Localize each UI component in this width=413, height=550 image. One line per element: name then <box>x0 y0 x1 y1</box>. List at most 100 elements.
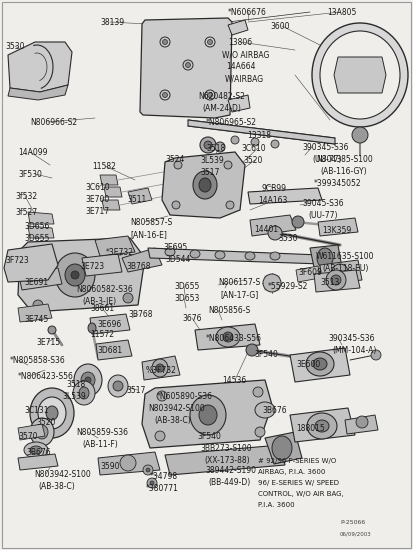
Text: *3E732: *3E732 <box>106 248 134 257</box>
Text: 14A664: 14A664 <box>226 62 256 71</box>
Ellipse shape <box>65 264 85 286</box>
Ellipse shape <box>165 248 175 256</box>
Text: (AB-116-GY): (AB-116-GY) <box>320 167 367 176</box>
Polygon shape <box>82 254 122 276</box>
Ellipse shape <box>371 350 381 360</box>
Text: 11582: 11582 <box>92 162 116 171</box>
Text: %3F732: %3F732 <box>146 366 177 375</box>
Text: (MM-104-A): (MM-104-A) <box>332 346 376 355</box>
Polygon shape <box>98 452 160 475</box>
Polygon shape <box>104 187 122 197</box>
Text: 14536: 14536 <box>222 376 246 385</box>
Text: *N806965-S2: *N806965-S2 <box>206 118 257 127</box>
Text: 3f527: 3f527 <box>15 208 37 217</box>
Ellipse shape <box>270 252 280 260</box>
Polygon shape <box>290 348 350 382</box>
Text: 9CB99: 9CB99 <box>262 184 287 193</box>
Ellipse shape <box>55 253 95 297</box>
Ellipse shape <box>253 387 263 397</box>
Text: 3F530: 3F530 <box>18 170 42 179</box>
Text: W/AIRBAG: W/AIRBAG <box>225 74 264 83</box>
Text: 3C131: 3C131 <box>24 406 48 415</box>
Ellipse shape <box>152 359 168 377</box>
Ellipse shape <box>183 60 193 70</box>
Ellipse shape <box>350 65 370 85</box>
Ellipse shape <box>38 397 66 429</box>
Ellipse shape <box>108 375 128 397</box>
Ellipse shape <box>24 442 48 458</box>
Ellipse shape <box>79 387 89 399</box>
Ellipse shape <box>85 377 91 383</box>
Text: 38661: 38661 <box>90 304 114 313</box>
Text: 3600: 3600 <box>270 22 290 31</box>
Ellipse shape <box>160 37 170 47</box>
Polygon shape <box>100 175 118 185</box>
Text: N806157-S: N806157-S <box>218 278 260 287</box>
Polygon shape <box>296 266 320 282</box>
Ellipse shape <box>352 127 368 143</box>
Polygon shape <box>18 424 45 440</box>
Text: [AN-17-G]: [AN-17-G] <box>220 290 258 299</box>
Ellipse shape <box>320 31 400 119</box>
Ellipse shape <box>30 418 54 446</box>
Ellipse shape <box>199 405 217 425</box>
Text: 3E715: 3E715 <box>36 338 60 347</box>
Text: N804385-S100: N804385-S100 <box>316 155 373 164</box>
Ellipse shape <box>246 344 258 356</box>
Ellipse shape <box>48 326 56 334</box>
Polygon shape <box>4 244 58 282</box>
Text: 389442-S190: 389442-S190 <box>205 466 256 475</box>
Ellipse shape <box>356 416 368 428</box>
Ellipse shape <box>81 372 95 388</box>
Text: 3E696: 3E696 <box>97 320 121 329</box>
Text: 3513: 3513 <box>320 278 339 287</box>
Text: 3570: 3570 <box>18 432 38 441</box>
Ellipse shape <box>307 413 337 439</box>
Ellipse shape <box>30 253 40 263</box>
Text: N806966-S2: N806966-S2 <box>30 118 77 127</box>
Text: (AB-118-EU): (AB-118-EU) <box>322 264 368 273</box>
Text: N803942-S100: N803942-S100 <box>34 470 91 479</box>
Polygon shape <box>96 340 132 360</box>
Text: 13K359: 13K359 <box>322 226 351 235</box>
Text: 3E600: 3E600 <box>296 360 320 369</box>
Polygon shape <box>28 212 54 224</box>
Polygon shape <box>345 415 378 434</box>
Text: 3520: 3520 <box>243 156 262 165</box>
Text: 3590: 3590 <box>100 462 119 471</box>
Text: W/O AIRBAG: W/O AIRBAG <box>222 50 269 59</box>
Text: 390345-S36: 390345-S36 <box>328 334 375 343</box>
Ellipse shape <box>146 468 150 472</box>
Text: 3F540: 3F540 <box>197 432 221 441</box>
Text: 3D653: 3D653 <box>174 294 199 303</box>
Ellipse shape <box>74 364 102 396</box>
Text: *N606676: *N606676 <box>228 8 267 17</box>
Text: 11572: 11572 <box>90 330 114 339</box>
Text: 3D544: 3D544 <box>165 255 190 264</box>
Text: *55929-S2: *55929-S2 <box>268 282 309 291</box>
Polygon shape <box>8 85 68 100</box>
Text: 3C610: 3C610 <box>85 183 109 192</box>
Ellipse shape <box>313 358 327 370</box>
Polygon shape <box>310 245 342 272</box>
Text: 3E700: 3E700 <box>85 195 109 204</box>
Ellipse shape <box>156 364 164 372</box>
Text: 3530: 3530 <box>278 234 297 243</box>
Text: P.I.A. 3600: P.I.A. 3600 <box>258 502 294 508</box>
Text: 3E723: 3E723 <box>80 262 104 271</box>
Ellipse shape <box>190 395 226 435</box>
Polygon shape <box>248 188 322 204</box>
Text: (XX-173-88): (XX-173-88) <box>204 456 249 465</box>
Polygon shape <box>148 248 322 264</box>
Ellipse shape <box>315 420 329 432</box>
Text: 39045-S36: 39045-S36 <box>302 199 344 208</box>
Text: 14A099: 14A099 <box>18 148 47 157</box>
Ellipse shape <box>224 161 232 169</box>
Text: *N806423-S56: *N806423-S56 <box>18 372 74 381</box>
Ellipse shape <box>162 40 168 45</box>
Ellipse shape <box>33 300 43 310</box>
Text: (AM-24-D): (AM-24-D) <box>202 104 241 113</box>
Text: 3524: 3524 <box>165 155 184 164</box>
Text: (AB-38-C): (AB-38-C) <box>38 482 75 491</box>
Polygon shape <box>18 238 145 312</box>
